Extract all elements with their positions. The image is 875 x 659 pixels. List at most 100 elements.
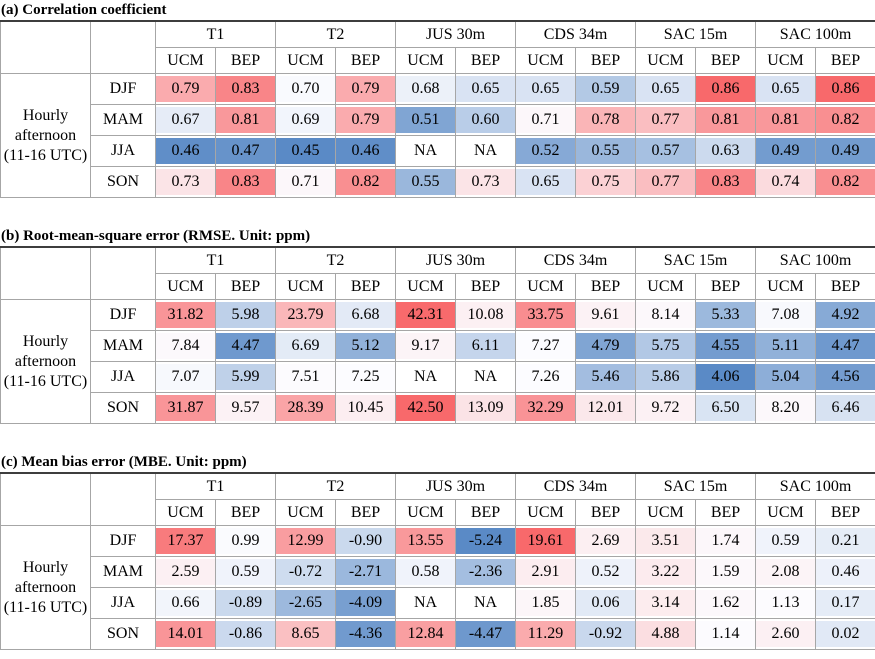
scheme-header-cell-ucm: UCM — [755, 273, 817, 300]
value-cell: 9.17 — [395, 330, 456, 362]
value-cell: 0.46 — [155, 135, 216, 167]
value-cell: 2.60 — [755, 618, 817, 650]
value-cell: 2.69 — [574, 525, 637, 557]
value-cell: 14.01 — [155, 618, 216, 650]
value-cell: 4.55 — [695, 330, 757, 362]
group-header-cell: T1 — [155, 472, 276, 500]
panel-correlation: (a) Correlation coefficient T1 T2 JUS 30m C… — [0, 2, 875, 198]
scheme-header-cell-ucm: UCM — [755, 499, 817, 526]
value-cell: 0.17 — [815, 587, 875, 619]
value-cell: 0.46 — [335, 135, 396, 167]
value-cell: 0.83 — [215, 166, 276, 198]
scheme-header-cell-ucm: UCM — [635, 499, 697, 526]
row-label-cell: Hourly afternoon (11-16 UTC) — [0, 525, 91, 650]
value-cell: -0.89 — [215, 587, 276, 619]
group-header-cell: SAC 15m — [635, 246, 757, 274]
value-cell: 0.81 — [755, 104, 817, 136]
scheme-header-cell-ucm: UCM — [635, 47, 697, 74]
data-row-son: SON 14.01 -0.86 8.65 -4.36 12.84 -4.47 11.29 -0.… — [1, 618, 875, 650]
na-value-cell: NA — [455, 361, 516, 393]
corner-cell — [0, 20, 91, 74]
group-header-row: T1 T2 JUS 30m CDS 34m SAC 15m SAC 100m — [0, 246, 875, 300]
value-cell: 42.31 — [395, 299, 456, 331]
value-cell: 42.50 — [395, 392, 456, 424]
scheme-header-cell-ucm: UCM — [755, 47, 817, 74]
scheme-header-cell-ucm: UCM — [275, 47, 336, 74]
value-cell: -0.86 — [215, 618, 276, 650]
scheme-header-cell-bep: BEP — [815, 47, 875, 74]
value-cell: 5.46 — [574, 361, 637, 393]
group-header-row: T1 T2 JUS 30m CDS 34m SAC 15m SAC 100m — [0, 20, 875, 74]
value-cell: 4.88 — [635, 618, 697, 650]
value-cell: 1.74 — [695, 525, 757, 557]
value-cell: 3.14 — [635, 587, 697, 619]
value-cell: 0.47 — [215, 135, 276, 167]
scheme-header-cell-bep: BEP — [455, 499, 516, 526]
scheme-header-cell-ucm: UCM — [515, 47, 576, 74]
table-c-title: (c) Mean bias error (MBE. Unit: ppm) — [1, 454, 247, 470]
group-header-cell: CDS 34m — [514, 246, 637, 274]
value-cell: 31.87 — [155, 392, 216, 424]
value-cell: 0.79 — [335, 73, 396, 105]
table-a-title: (a) Correlation coefficient — [1, 2, 167, 18]
value-cell: 0.65 — [455, 73, 516, 105]
table-header: T1 T2 JUS 30m CDS 34m SAC 15m SAC 100m UCM BEP U… — [0, 472, 875, 526]
value-cell: 4.56 — [815, 361, 875, 393]
scheme-header-cell-ucm: UCM — [395, 499, 456, 526]
value-cell: 2.59 — [155, 556, 216, 588]
value-cell: 0.66 — [155, 587, 216, 619]
value-cell: 0.71 — [515, 104, 576, 136]
value-cell: 0.59 — [755, 525, 817, 557]
value-cell: 5.98 — [215, 299, 276, 331]
value-cell: 0.74 — [755, 166, 817, 198]
value-cell: 0.82 — [815, 166, 875, 198]
value-cell: 5.11 — [755, 330, 817, 362]
value-cell: 5.12 — [335, 330, 396, 362]
na-value-cell: NA — [395, 135, 456, 167]
season-cell: SON — [90, 392, 156, 424]
season-corner-cell — [90, 20, 156, 74]
value-cell: 5.86 — [635, 361, 697, 393]
value-cell: 0.73 — [455, 166, 516, 198]
value-cell: 2.91 — [515, 556, 576, 588]
data-row-djf: Hourly afternoon (11-16 UTC) DJF 17.37 0.99… — [0, 525, 875, 650]
data-row-jja: JJA 7.07 5.99 7.51 7.25 NA NA 7.26 5.46 5.86 4.06 5… — [1, 361, 875, 393]
scheme-header-cell-ucm: UCM — [275, 499, 336, 526]
value-cell: 0.86 — [695, 73, 757, 105]
value-cell: 0.79 — [335, 104, 396, 136]
value-cell: 10.45 — [335, 392, 396, 424]
value-cell: 13.55 — [395, 525, 456, 557]
na-value-cell: NA — [395, 361, 456, 393]
group-header-cell: CDS 34m — [514, 20, 637, 48]
value-cell: 0.52 — [515, 135, 576, 167]
value-cell: 0.77 — [635, 166, 697, 198]
scheme-header-cell-bep: BEP — [815, 499, 875, 526]
value-cell: 0.67 — [155, 104, 216, 136]
group-header-cell: JUS 30m — [395, 472, 516, 500]
scheme-header-cell-bep: BEP — [335, 499, 396, 526]
scheme-header-cell-bep: BEP — [335, 47, 396, 74]
value-cell: 0.81 — [215, 104, 276, 136]
value-cell: 0.55 — [395, 166, 456, 198]
value-cell: 0.45 — [275, 135, 336, 167]
value-cell: 5.99 — [215, 361, 276, 393]
group-header-cell: T2 — [275, 246, 396, 274]
value-cell: 3.51 — [635, 525, 697, 557]
scheme-header-cell-bep: BEP — [815, 273, 875, 300]
scheme-header-cell-ucm: UCM — [515, 499, 576, 526]
value-cell: 0.58 — [395, 556, 456, 588]
value-cell: -2.36 — [455, 556, 516, 588]
value-cell: 0.02 — [815, 618, 875, 650]
value-cell: 4.92 — [815, 299, 875, 331]
season-cell: JJA — [90, 587, 156, 619]
value-cell: 33.75 — [515, 299, 576, 331]
panel-rmse: (b) Root-mean-square error (RMSE. Unit: … — [0, 228, 875, 424]
group-header-cell: T1 — [155, 20, 276, 48]
scheme-header-cell-bep: BEP — [215, 273, 276, 300]
value-cell: 2.08 — [755, 556, 817, 588]
value-cell: 1.14 — [695, 618, 757, 650]
na-value-cell: NA — [455, 587, 516, 619]
value-cell: 13.09 — [455, 392, 516, 424]
scheme-header-cell-bep: BEP — [455, 47, 516, 74]
